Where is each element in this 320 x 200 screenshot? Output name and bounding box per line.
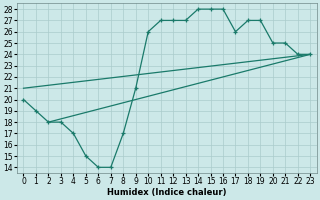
X-axis label: Humidex (Indice chaleur): Humidex (Indice chaleur) [107,188,227,197]
